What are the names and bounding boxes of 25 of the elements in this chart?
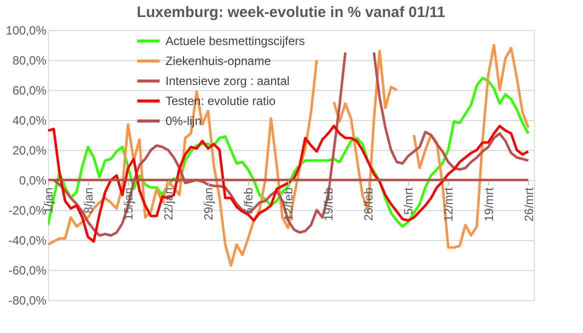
y-tick-label: -60,0% bbox=[8, 264, 47, 278]
y-tick-label: 40,0% bbox=[12, 114, 47, 128]
x-tick-label: 26/feb bbox=[362, 187, 376, 221]
y-tick-label: 20,0% bbox=[12, 144, 47, 158]
x-tick-label: 26/mrt bbox=[522, 186, 536, 222]
x-tick-label: 12/mrt bbox=[442, 186, 456, 222]
legend-label: Intensieve zorg : aantal bbox=[165, 74, 290, 88]
x-tick-label: 15/jan bbox=[122, 188, 136, 220]
x-tick-label: 22/jan bbox=[162, 188, 176, 220]
x-tick-label: 19/feb bbox=[322, 187, 336, 221]
y-tick-label: 60,0% bbox=[12, 84, 47, 98]
y-tick-label: -80,0% bbox=[8, 294, 47, 308]
legend-label: Ziekenhuis-opname bbox=[165, 54, 272, 68]
x-tick-label: 8/jan bbox=[82, 188, 96, 214]
x-tick-label: 12/feb bbox=[282, 187, 296, 221]
legend-label: Actuele besmettingscijfers bbox=[165, 34, 305, 48]
x-tick-label: 29/jan bbox=[202, 188, 216, 220]
y-tick-label: 100,0% bbox=[6, 24, 47, 38]
y-tick-label: -40,0% bbox=[8, 234, 47, 248]
chart-title: Luxemburg: week-evolutie in % vanaf 01/11 bbox=[136, 4, 446, 21]
x-tick-label: 5/feb bbox=[242, 187, 256, 214]
x-tick-label: 19/mrt bbox=[482, 186, 496, 222]
x-tick-label: 5/mrt bbox=[402, 186, 416, 215]
y-tick-label: 0,0% bbox=[19, 174, 47, 188]
y-tick-label: 80,0% bbox=[12, 54, 47, 68]
